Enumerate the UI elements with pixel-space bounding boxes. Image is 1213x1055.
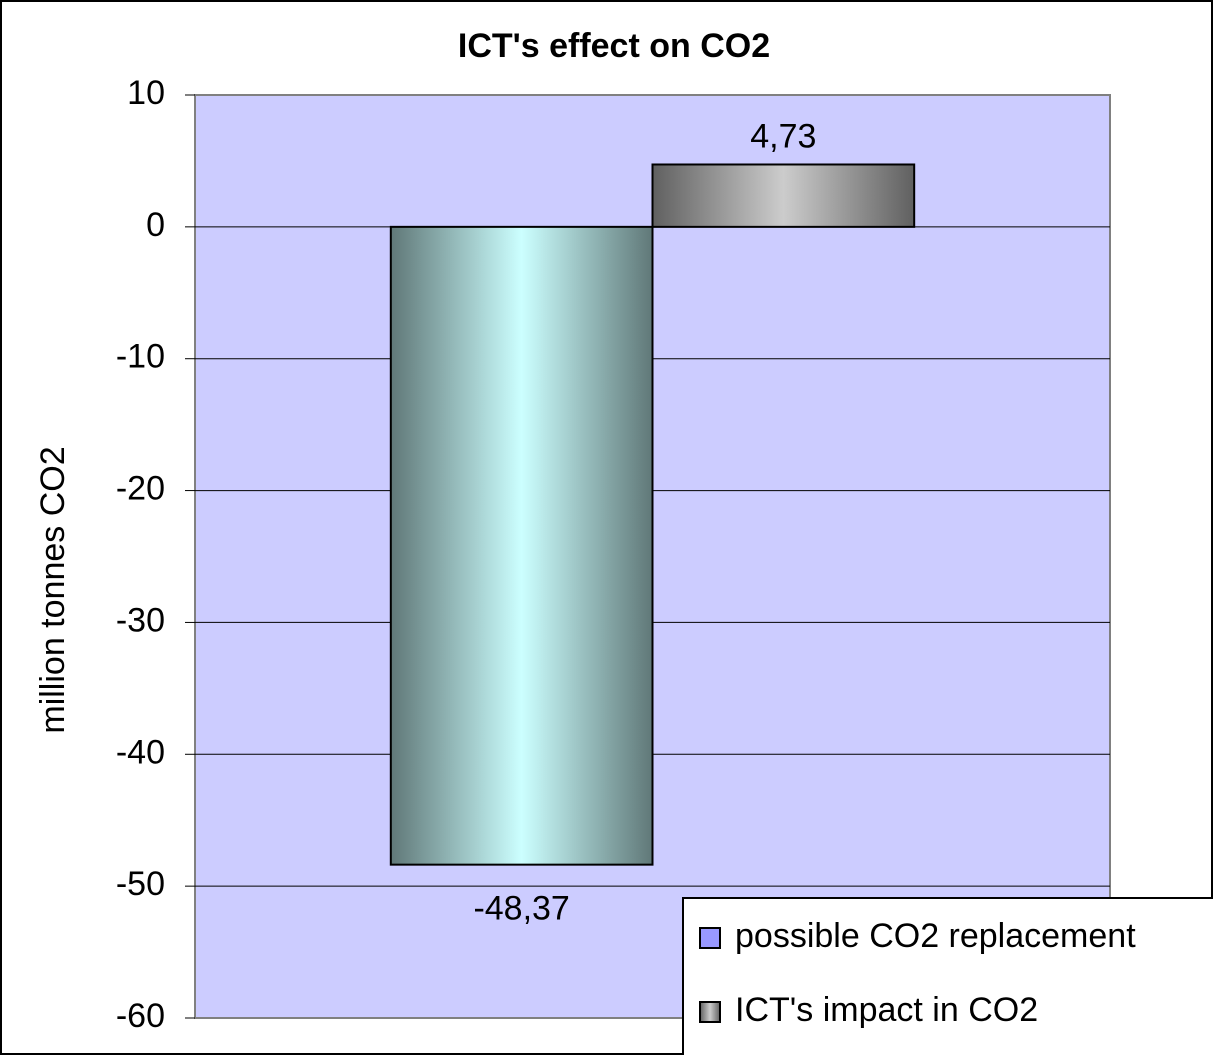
value-label: 4,73 (750, 117, 816, 155)
chart-title: ICT's effect on CO2 (458, 27, 770, 65)
y-tick-label: -60 (116, 997, 165, 1035)
y-tick-label: 10 (127, 74, 165, 112)
legend (682, 897, 1213, 1055)
y-tick-label: -20 (116, 470, 165, 508)
bar (389, 225, 654, 866)
y-axis-label: million tonnes CO2 (34, 446, 72, 733)
y-tick-label: -40 (116, 733, 165, 771)
y-tick-label: -30 (116, 601, 165, 639)
bar (651, 163, 916, 228)
y-tick-label: 0 (146, 206, 165, 244)
legend-swatch (699, 1001, 721, 1023)
legend-label: ICT's impact in CO2 (735, 991, 1038, 1029)
legend-swatch (699, 927, 721, 949)
y-tick-label: -10 (116, 338, 165, 376)
legend-label: possible CO2 replacement (735, 917, 1136, 955)
y-tick-label: -50 (116, 865, 165, 903)
value-label: -48,37 (473, 890, 569, 928)
